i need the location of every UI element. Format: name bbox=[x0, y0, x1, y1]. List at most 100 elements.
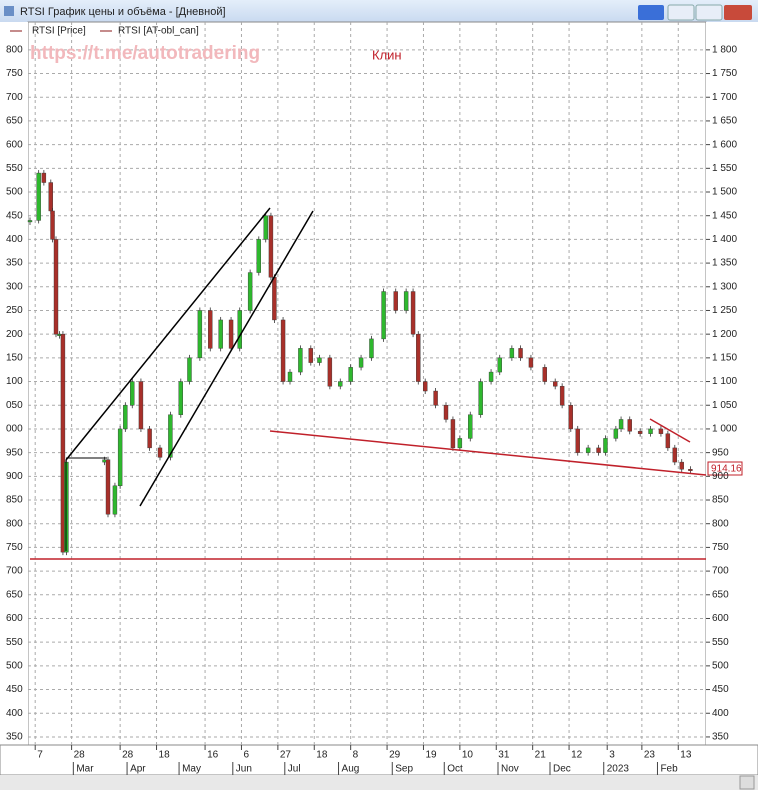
y2-tick-label: 1 000 bbox=[712, 424, 737, 435]
candle bbox=[585, 447, 591, 453]
window-icon bbox=[4, 6, 14, 16]
y-tick-label: 950 bbox=[6, 447, 23, 458]
candle bbox=[457, 438, 463, 449]
y-tick-label: 150 bbox=[6, 353, 23, 364]
y2-tick-label: 1 200 bbox=[712, 329, 737, 340]
x-tick-label: 18 bbox=[316, 750, 328, 761]
y-tick-label: 350 bbox=[6, 732, 23, 743]
x-tick-label: 28 bbox=[122, 750, 134, 761]
month-label: Feb bbox=[660, 764, 678, 775]
candle bbox=[247, 272, 253, 311]
y-tick-label: 750 bbox=[6, 542, 23, 553]
resistance-line bbox=[649, 418, 691, 443]
y2-tick-label: 600 bbox=[712, 613, 729, 624]
y2-tick-label: 1 100 bbox=[712, 376, 737, 387]
candle bbox=[50, 210, 55, 240]
close-button[interactable] bbox=[724, 5, 752, 20]
x-tick-label: 21 bbox=[535, 750, 547, 761]
y-tick-label: 700 bbox=[6, 92, 23, 103]
y2-tick-label: 900 bbox=[712, 471, 729, 482]
candle bbox=[218, 319, 223, 349]
y-tick-label: 400 bbox=[6, 708, 23, 719]
month-label: Dec bbox=[553, 764, 571, 775]
candle bbox=[208, 310, 213, 349]
y-tick-label: 400 bbox=[6, 234, 23, 245]
candle bbox=[237, 310, 242, 349]
x-tick-label: 13 bbox=[680, 750, 692, 761]
candle bbox=[256, 239, 261, 273]
y2-tick-label: 1 450 bbox=[712, 210, 737, 221]
y2-tick-label: 1 250 bbox=[712, 305, 737, 316]
y2-tick-label: 1 350 bbox=[712, 258, 737, 269]
minimize-button[interactable] bbox=[667, 4, 695, 21]
month-label: Aug bbox=[342, 764, 360, 775]
y-tick-label: 000 bbox=[6, 424, 23, 435]
candle bbox=[187, 357, 192, 382]
y-tick-label: 600 bbox=[6, 613, 23, 624]
x-tick-label: 7 bbox=[37, 750, 43, 761]
candle bbox=[228, 319, 234, 349]
candle bbox=[443, 405, 449, 420]
x-tick-label: 18 bbox=[159, 750, 171, 761]
x-tick-label: 23 bbox=[644, 750, 656, 761]
x-tick-label: 27 bbox=[280, 750, 292, 761]
x-tick-label: 16 bbox=[207, 750, 219, 761]
x-tick-label: 12 bbox=[571, 750, 583, 761]
month-label: Jul bbox=[288, 764, 301, 775]
y-tick-label: 550 bbox=[6, 163, 23, 174]
maximize-button[interactable] bbox=[695, 4, 723, 21]
candle bbox=[603, 438, 608, 453]
legend-label: RTSI [Price] bbox=[32, 26, 86, 37]
y2-tick-label: 650 bbox=[712, 589, 729, 600]
candle bbox=[381, 291, 386, 340]
candle bbox=[263, 215, 268, 240]
y2-tick-label: 400 bbox=[712, 708, 729, 719]
y2-tick-label: 1 050 bbox=[712, 400, 737, 411]
month-label: Mar bbox=[76, 764, 94, 775]
y2-tick-label: 1 500 bbox=[712, 187, 737, 198]
candle bbox=[672, 447, 677, 463]
candle bbox=[559, 386, 565, 406]
y-tick-label: 050 bbox=[6, 400, 23, 411]
legend-label: RTSI [AT-obl_can] bbox=[118, 26, 199, 37]
x-tick-label: 29 bbox=[389, 750, 401, 761]
y2-tick-label: 500 bbox=[712, 661, 729, 672]
y-tick-label: 900 bbox=[6, 471, 23, 482]
scrollbar[interactable] bbox=[0, 775, 758, 790]
candle bbox=[60, 333, 66, 553]
candle bbox=[433, 390, 438, 406]
candle bbox=[528, 357, 534, 368]
candle bbox=[272, 277, 277, 321]
x-tick-label: 31 bbox=[498, 750, 510, 761]
candle bbox=[130, 381, 135, 406]
y-tick-label: 800 bbox=[6, 44, 23, 55]
y2-tick-label: 850 bbox=[712, 495, 729, 506]
y2-tick-label: 1 600 bbox=[712, 139, 737, 150]
pin-button[interactable] bbox=[638, 5, 664, 20]
month-label: Nov bbox=[501, 764, 519, 775]
y-tick-label: 750 bbox=[6, 68, 23, 79]
y2-tick-label: 1 800 bbox=[712, 44, 737, 55]
candle bbox=[317, 357, 322, 363]
candle bbox=[468, 414, 473, 439]
candle bbox=[308, 348, 313, 363]
month-label: 2023 bbox=[607, 764, 630, 775]
y2-tick-label: 1 400 bbox=[712, 234, 737, 245]
trend-line bbox=[139, 210, 314, 507]
candle bbox=[369, 338, 374, 359]
candle bbox=[575, 428, 580, 453]
candle bbox=[648, 428, 653, 434]
candle bbox=[613, 428, 619, 439]
y-tick-label: 650 bbox=[6, 589, 23, 600]
candle bbox=[596, 447, 601, 453]
candle bbox=[36, 172, 41, 221]
y2-tick-label: 1 550 bbox=[712, 163, 737, 174]
candle bbox=[403, 291, 409, 311]
month-label: Oct bbox=[447, 764, 463, 775]
y-tick-label: 650 bbox=[6, 116, 23, 127]
scroll-button[interactable] bbox=[739, 775, 755, 790]
title-bar bbox=[0, 0, 758, 22]
y-tick-label: 600 bbox=[6, 139, 23, 150]
y-tick-label: 200 bbox=[6, 329, 23, 340]
candle bbox=[197, 310, 203, 359]
